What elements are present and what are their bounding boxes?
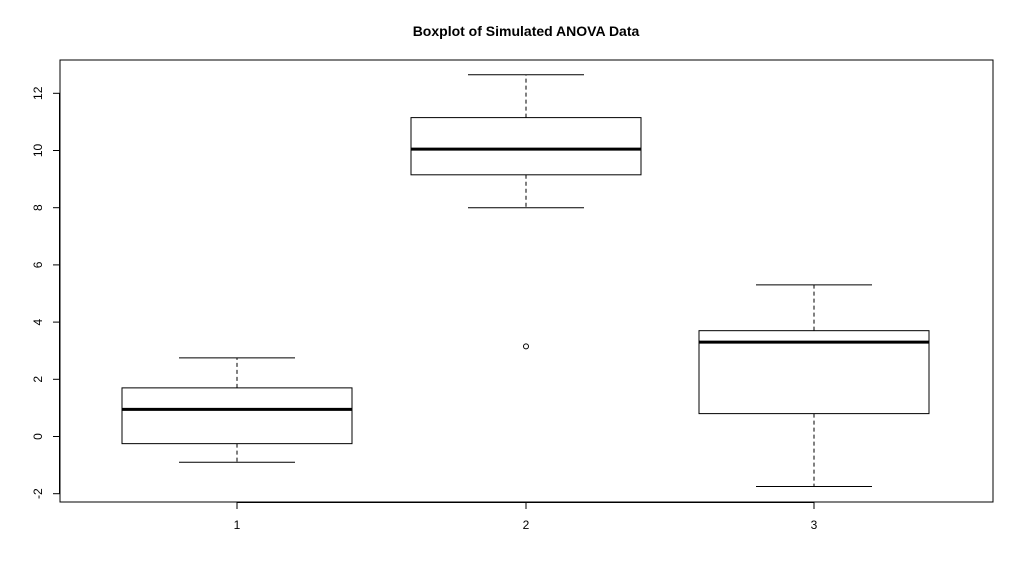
y-tick-label: 6 [31,261,45,268]
y-tick-label: 2 [31,376,45,383]
y-tick-label: -2 [31,488,45,499]
x-tick-label: 3 [811,518,818,532]
x-axis: 1 2 3 [234,502,818,532]
iqr-box [698,330,930,415]
x-tick-label: 1 [234,518,241,532]
y-axis: -2 0 2 4 6 8 10 12 [31,86,60,499]
x-tick-label: 2 [523,518,530,532]
iqr-box [121,387,353,445]
box-group-1 [121,357,353,463]
y-tick-label: 8 [31,204,45,211]
outlier-point [523,343,529,350]
y-tick-label: 12 [31,86,45,100]
box-group-3 [698,284,930,488]
box-group-2 [410,74,642,350]
y-tick-label: 4 [31,318,45,325]
boxes [121,74,930,488]
y-tick-label: 0 [31,433,45,440]
chart-title: Boxplot of Simulated ANOVA Data [413,23,640,39]
y-tick-label: 10 [31,144,45,158]
iqr-box [410,117,642,176]
